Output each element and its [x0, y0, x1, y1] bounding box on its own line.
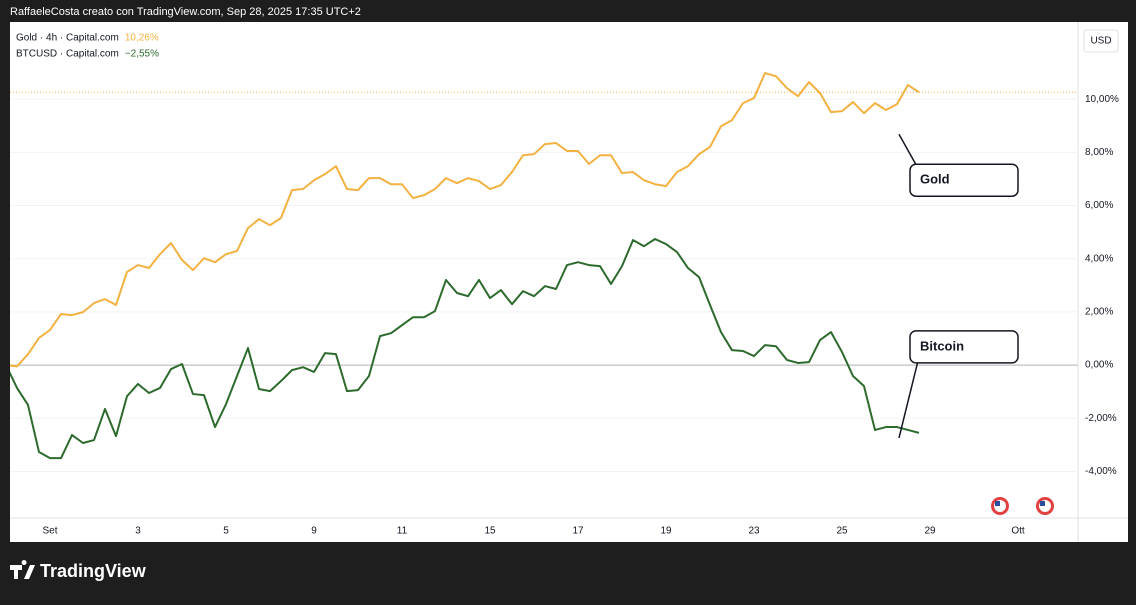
x-tick-label: 5 [223, 526, 229, 537]
y-tick-label: -2,00% [1085, 413, 1117, 424]
series-line [10, 72, 920, 368]
y-tick-label: -4,00% [1085, 466, 1117, 477]
x-tick-label: 11 [397, 526, 408, 537]
legend-change: −2,55% [125, 49, 159, 60]
x-tick-label: 23 [748, 526, 760, 537]
currency: USD [1090, 36, 1111, 47]
x-tick-label: 3 [135, 526, 141, 537]
y-tick-label: 6,00% [1085, 200, 1113, 211]
x-tick-label: 9 [311, 526, 317, 537]
y-tick-label: 10,00% [1085, 94, 1119, 105]
legend-change: 10,26% [125, 33, 159, 44]
x-tick-label: 25 [836, 526, 848, 537]
callout-text: Gold [920, 172, 950, 187]
plot [10, 72, 1078, 460]
x-tick-label: Set [42, 526, 57, 537]
legend-name[interactable]: BTCUSD · Capital.com [16, 49, 119, 60]
x-tick-label: 29 [924, 526, 936, 537]
header: RaffaeleCosta creato con TradingView.com… [10, 6, 361, 18]
x-tick-label: 15 [484, 526, 496, 537]
y-tick-label: 4,00% [1085, 253, 1113, 264]
callout-box [909, 163, 1019, 197]
callout-box [909, 330, 1019, 364]
x-tick-label: 17 [572, 526, 584, 537]
callout-pointer [898, 133, 919, 169]
y-tick-label: 2,00% [1085, 307, 1113, 318]
legend-name[interactable]: Gold · 4h · Capital.com [16, 33, 119, 44]
currency-box[interactable] [1083, 29, 1119, 53]
callout-text: Bitcoin [920, 338, 964, 353]
chart-panel [10, 22, 1128, 542]
y-tick-label: 8,00% [1085, 147, 1113, 158]
flag [991, 497, 1054, 515]
callout-pointer [898, 360, 919, 439]
axes: -4,00% -2,00% 0,00% 2,00% 4,00% 6,00% 8,00% 10,… [16, 33, 1119, 537]
x-tick-label: Ott [1011, 526, 1025, 537]
brand: TradingView [40, 561, 147, 581]
series-line [10, 238, 920, 460]
y-tick-label: 0,00% [1085, 360, 1113, 371]
x-tick-label: 19 [660, 526, 672, 537]
logo: TradingView [10, 560, 147, 581]
